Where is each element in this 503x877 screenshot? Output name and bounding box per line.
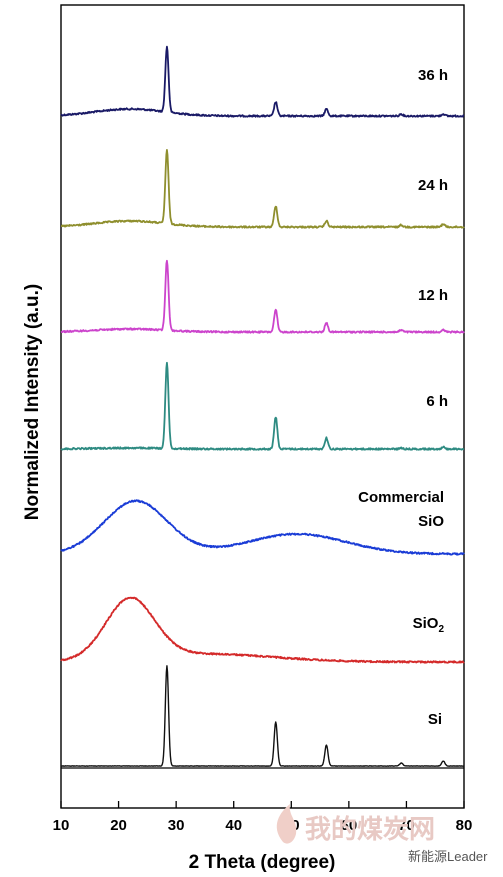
series-line-36-h (60, 45, 465, 118)
x-axis-title: 2 Theta (degree) (189, 852, 336, 873)
x-tick-label: 40 (225, 817, 242, 834)
series-label-36-h: 36 h (418, 67, 448, 84)
series-label-commercial-sio: Commercial SiO (358, 489, 444, 530)
series-label-24-h: 24 h (418, 177, 448, 194)
x-tick-label: 70 (398, 817, 415, 834)
flame-logo-icon (276, 804, 297, 844)
series-line-sio2 (60, 596, 465, 664)
y-axis-title: Normalized Intensity (a.u.) (22, 284, 43, 520)
series-label-6-h: 6 h (426, 393, 448, 410)
series-line-si (60, 665, 465, 767)
series-label-12-h: 12 h (418, 287, 448, 304)
x-tick-label: 60 (341, 817, 358, 834)
series-label-sio2: SiO2 (413, 615, 445, 635)
watermark-sub: 新能源Leader (408, 849, 488, 864)
series-line-24-h (60, 149, 465, 229)
curves-layer (60, 45, 465, 767)
series-labels: 36 h 24 h 12 h 6 h Commercial SiO SiO2 Si (358, 67, 448, 728)
plot-frame (60, 4, 465, 809)
series-line-12-h (60, 259, 465, 334)
x-tick-label: 30 (168, 817, 185, 834)
watermark: 我的煤炭网 新能源Leader (276, 804, 488, 864)
x-tick-label: 80 (456, 817, 473, 834)
series-line-6-h (60, 361, 465, 451)
x-tick-label: 10 (53, 817, 70, 834)
watermark-main: 我的煤炭网 (305, 814, 435, 844)
series-line-commercial-sio (60, 499, 465, 556)
series-label-si: Si (428, 711, 442, 728)
x-tick-label: 20 (110, 817, 127, 834)
